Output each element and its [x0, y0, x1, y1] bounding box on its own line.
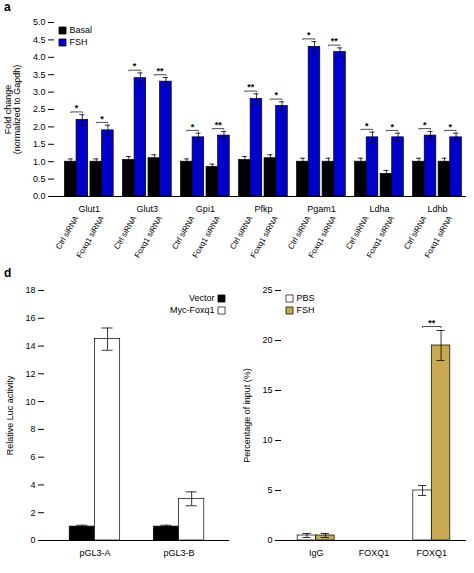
svg-text:*: * — [274, 90, 278, 100]
html-text:d: d — [4, 266, 12, 280]
svg-text:Foxq1 siRNA: Foxq1 siRNA — [307, 214, 339, 260]
svg-text:Foxq1 siRNA: Foxq1 siRNA — [191, 214, 223, 260]
svg-text:**: ** — [331, 36, 339, 46]
svg-text:**: ** — [157, 66, 165, 76]
svg-text:Pgam1: Pgam1 — [307, 204, 336, 214]
svg-text:2.5: 2.5 — [33, 104, 46, 114]
svg-text:*: * — [423, 120, 427, 130]
svg-text:Ctrl siRNA: Ctrl siRNA — [170, 214, 197, 251]
svg-text:FSH: FSH — [70, 37, 88, 47]
svg-text:14: 14 — [25, 341, 35, 351]
svg-text:*: * — [390, 122, 394, 132]
svg-text:25: 25 — [262, 285, 272, 295]
svg-text:0.5: 0.5 — [33, 174, 46, 184]
svg-text:pGL3-B: pGL3-B — [164, 548, 195, 558]
svg-text:FSH: FSH — [297, 305, 315, 315]
svg-text:12: 12 — [25, 369, 35, 379]
svg-text:10: 10 — [262, 435, 272, 445]
svg-text:Ctrl siRNA: Ctrl siRNA — [54, 214, 81, 251]
svg-text:*: * — [75, 103, 79, 113]
svg-text:5.0: 5.0 — [33, 17, 46, 27]
svg-text:Ctrl siRNA: Ctrl siRNA — [344, 214, 371, 251]
svg-text:5: 5 — [267, 485, 272, 495]
svg-text:Foxq1 siRNA: Foxq1 siRNA — [133, 214, 165, 260]
svg-text:Foxq1 siRNA: Foxq1 siRNA — [423, 214, 455, 260]
svg-text:Ldha: Ldha — [369, 204, 389, 214]
html-text:a: a — [4, 0, 11, 14]
svg-text:Basal: Basal — [70, 25, 93, 35]
svg-text:*: * — [191, 122, 195, 132]
svg-text:20: 20 — [262, 335, 272, 345]
svg-text:*: * — [133, 61, 137, 71]
svg-text:8: 8 — [30, 424, 35, 434]
svg-text:FOXQ1: FOXQ1 — [417, 548, 448, 558]
svg-text:0: 0 — [30, 535, 35, 545]
svg-text:*: * — [100, 114, 104, 124]
svg-text:4.0: 4.0 — [33, 52, 46, 62]
svg-text:Foxq1 siRNA: Foxq1 siRNA — [249, 214, 281, 260]
svg-text:Ctrl siRNA: Ctrl siRNA — [228, 214, 255, 251]
svg-text:IgG: IgG — [309, 548, 324, 558]
svg-text:Glut1: Glut1 — [79, 204, 101, 214]
svg-text:*: * — [307, 30, 311, 40]
svg-text:Relative Luc activity: Relative Luc activity — [5, 375, 15, 455]
svg-text:16: 16 — [25, 313, 35, 323]
svg-text:15: 15 — [262, 385, 272, 395]
svg-text:0.0: 0.0 — [33, 191, 46, 201]
svg-text:4: 4 — [30, 480, 35, 490]
svg-text:10: 10 — [25, 396, 35, 406]
svg-text:Myc-Foxq1: Myc-Foxq1 — [170, 305, 215, 315]
svg-text:**: ** — [428, 318, 436, 328]
svg-text:Ctrl siRNA: Ctrl siRNA — [402, 214, 429, 251]
svg-text:2: 2 — [30, 508, 35, 518]
svg-text:3.5: 3.5 — [33, 70, 46, 80]
svg-text:Fold change(normalized to Gapd: Fold change(normalized to Gapdh) — [3, 65, 22, 155]
svg-text:Ctrl siRNA: Ctrl siRNA — [286, 214, 313, 251]
svg-text:Percentage of input (%): Percentage of input (%) — [242, 368, 252, 463]
svg-text:pGL3-A: pGL3-A — [79, 548, 110, 558]
svg-text:1.5: 1.5 — [33, 139, 46, 149]
svg-text:Glut3: Glut3 — [137, 204, 159, 214]
svg-text:*: * — [365, 121, 369, 131]
svg-text:4.5: 4.5 — [33, 35, 46, 45]
svg-text:*: * — [448, 122, 452, 132]
svg-text:6: 6 — [30, 452, 35, 462]
svg-text:**: ** — [215, 120, 223, 130]
svg-text:FOXQ1: FOXQ1 — [359, 548, 390, 558]
svg-text:PBS: PBS — [297, 293, 315, 303]
svg-text:0: 0 — [267, 535, 272, 545]
svg-text:Foxq1 siRNA: Foxq1 siRNA — [75, 214, 107, 260]
svg-text:18: 18 — [25, 285, 35, 295]
svg-text:2.0: 2.0 — [33, 122, 46, 132]
svg-text:Pfkp: Pfkp — [254, 204, 272, 214]
svg-text:Vector: Vector — [189, 293, 215, 303]
svg-text:Ctrl siRNA: Ctrl siRNA — [112, 214, 139, 251]
svg-text:3.0: 3.0 — [33, 87, 46, 97]
svg-text:Ldhb: Ldhb — [427, 204, 447, 214]
svg-text:1.0: 1.0 — [33, 157, 46, 167]
svg-text:Gpi1: Gpi1 — [196, 204, 215, 214]
svg-text:**: ** — [247, 82, 255, 92]
svg-text:Foxq1 siRNA: Foxq1 siRNA — [365, 214, 397, 260]
